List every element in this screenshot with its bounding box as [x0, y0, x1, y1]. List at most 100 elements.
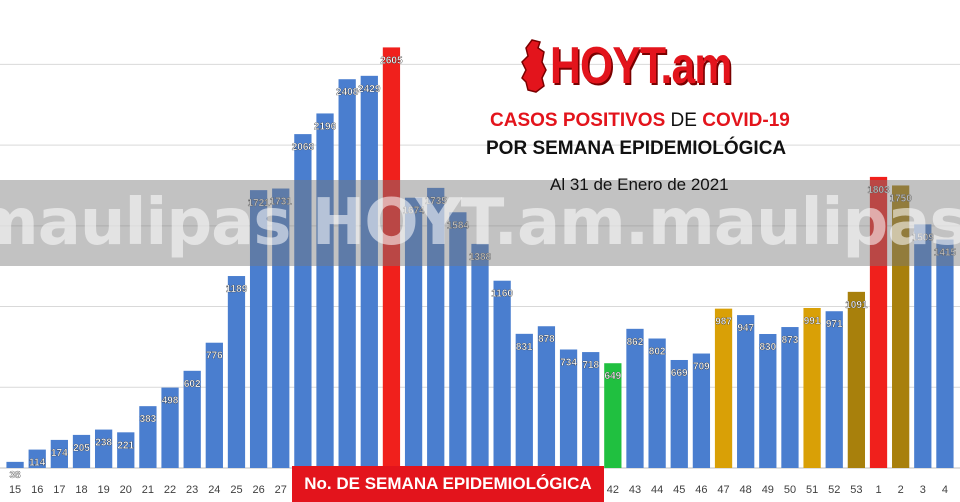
tamaulipas-map-icon — [521, 39, 547, 93]
x-tick-label: 4 — [942, 484, 948, 496]
bar-value-label: 734 — [560, 357, 577, 368]
bar-week-21 — [139, 406, 157, 468]
bar-week-48 — [737, 315, 755, 468]
x-tick-label: 25 — [230, 484, 242, 496]
bar-week-24 — [205, 342, 223, 468]
bar-week-27 — [272, 188, 290, 468]
bar-week-39 — [537, 326, 556, 468]
bar-week-40 — [559, 349, 578, 468]
bar-value-label: 1415 — [934, 248, 957, 259]
bar-value-label: 174 — [51, 448, 68, 459]
bar-value-label: 947 — [737, 323, 754, 334]
bar-value-label: 2068 — [292, 142, 315, 153]
x-tick-label: 45 — [673, 484, 685, 496]
bar-week-44 — [648, 338, 666, 468]
x-tick-label: 27 — [275, 484, 287, 496]
bar-value-label: 991 — [804, 316, 821, 327]
bar-week-19 — [94, 429, 113, 468]
bar-week-25 — [227, 276, 246, 468]
bar-value-label: 238 — [95, 438, 112, 449]
x-tick-label: 20 — [120, 484, 132, 496]
bar-week-32 — [382, 47, 401, 468]
x-tick-label: 53 — [850, 484, 862, 496]
brand-main: HOYT — [550, 37, 661, 95]
x-tick-label: 1 — [875, 484, 881, 496]
bar-week-34 — [427, 187, 445, 469]
x-tick-label: 26 — [252, 484, 264, 496]
brand-logo: HOYT.am — [518, 34, 771, 94]
bar-week-35 — [449, 212, 467, 468]
x-tick-label: 46 — [695, 484, 707, 496]
x-tick-label: 44 — [651, 484, 663, 496]
bar-value-label: 1189 — [226, 284, 248, 295]
bar-value-label: 38 — [10, 470, 22, 481]
x-tick-label: 18 — [75, 484, 87, 496]
bar-value-label: 1803 — [867, 185, 890, 196]
bar-value-label: 1674 — [402, 206, 425, 217]
bar-value-label: 1584 — [447, 220, 470, 231]
bar-value-label: 878 — [538, 334, 555, 345]
chart-title-line2: POR SEMANA EPIDEMIOLÓGICA — [486, 138, 787, 159]
bar-week-31 — [360, 75, 378, 469]
title-part-covid: COVID-19 — [702, 110, 790, 131]
x-tick-label: 42 — [607, 484, 619, 496]
bar-value-label: 114 — [29, 458, 46, 469]
bar-value-label: 2196 — [314, 121, 337, 132]
bar-value-label: 1091 — [845, 300, 868, 311]
brand-wordmark: HOYT.am — [550, 37, 732, 95]
bar-value-label: 383 — [140, 414, 157, 425]
bar-value-label: 1509 — [912, 232, 935, 243]
bar-week-43 — [626, 328, 644, 468]
bar-value-label: 1721 — [247, 198, 270, 209]
bar-value-label: 498 — [162, 396, 179, 407]
bar-week-37 — [493, 280, 511, 468]
x-tick-label: 2 — [898, 484, 904, 496]
bar-week-15 — [6, 461, 24, 468]
bar-week-23 — [183, 370, 201, 468]
bar-week-33 — [404, 197, 423, 468]
x-tick-label: 48 — [740, 484, 752, 496]
x-tick-label: 23 — [186, 484, 198, 496]
x-tick-label: 43 — [629, 484, 641, 496]
bar-week-51 — [803, 307, 821, 468]
bar-week-28 — [294, 134, 312, 468]
bar-week-42 — [604, 363, 622, 468]
bar-value-label: 221 — [117, 440, 134, 451]
bar-week-16 — [28, 449, 46, 468]
x-tick-label: 15 — [9, 484, 21, 496]
title-part-de: DE — [670, 110, 697, 131]
watermark-text: maulipas HOYT.am.maulipas HOYT.am — [0, 186, 960, 260]
bar-week-4 — [936, 239, 954, 468]
title-part-casos: CASOS POSITIVOS — [490, 110, 666, 131]
bar-value-label: 718 — [582, 360, 599, 371]
watermark-band: maulipas HOYT.am.maulipas HOYT.am — [0, 180, 960, 266]
bar-value-label: 2408 — [336, 87, 359, 98]
x-tick-label: 21 — [142, 484, 154, 496]
bar-week-3 — [914, 224, 932, 468]
bar-week-41 — [582, 352, 600, 468]
x-tick-label: 50 — [784, 484, 796, 496]
bar-week-29 — [316, 113, 334, 469]
bar-week-46 — [692, 353, 711, 468]
bar-value-label: 1735 — [425, 196, 448, 207]
x-tick-label: 19 — [98, 484, 110, 496]
bar-value-label: 830 — [759, 342, 776, 353]
bar-week-47 — [714, 308, 733, 468]
bar-week-2 — [892, 185, 910, 469]
bar-value-label: 862 — [627, 337, 644, 348]
bar-week-52 — [825, 311, 843, 468]
bar-week-30 — [338, 79, 356, 468]
bar-value-label: 205 — [73, 443, 90, 454]
bar-value-label: 649 — [604, 371, 621, 382]
bar-week-36 — [471, 243, 489, 468]
brand-suffix: .am — [660, 37, 732, 95]
bar-week-1 — [869, 176, 888, 468]
x-tick-label: 16 — [31, 484, 43, 496]
bar-week-26 — [249, 190, 268, 469]
bar-week-17 — [50, 439, 68, 468]
bar-week-38 — [515, 333, 533, 468]
x-tick-label: 17 — [53, 484, 65, 496]
bar-value-label: 802 — [649, 347, 666, 358]
bar-value-label: 1388 — [469, 252, 492, 263]
